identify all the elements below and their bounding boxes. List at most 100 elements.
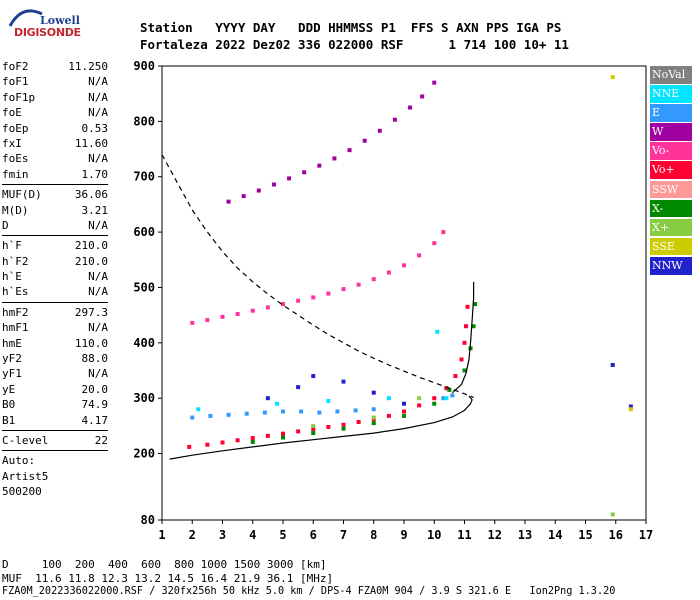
- data-point-vo: [464, 324, 469, 329]
- data-point-vo: [281, 302, 285, 307]
- data-point-x: [311, 423, 316, 428]
- param-name: MUF(D): [2, 188, 42, 202]
- data-point-w: [420, 94, 425, 99]
- legend-item-voplus: Vo+: [650, 161, 692, 180]
- legend-item-nnw: NNW: [650, 256, 692, 275]
- x-tick-label: 12: [488, 528, 502, 542]
- param-row: h`F2 210.0: [2, 254, 108, 269]
- data-point-nnw: [371, 390, 376, 395]
- panel-divider: [2, 235, 108, 237]
- data-point-nne: [326, 398, 331, 403]
- param-value: N/A: [88, 367, 108, 381]
- data-point-w: [432, 80, 437, 85]
- param-row: foEs N/A: [2, 151, 108, 166]
- data-point-nnw: [296, 385, 301, 390]
- data-point-vo: [187, 444, 192, 449]
- panel-divider: [2, 429, 108, 431]
- data-point-vo: [250, 436, 255, 441]
- param-row: h`E N/A: [2, 269, 108, 284]
- param-value: N/A: [88, 90, 108, 104]
- param-value: 3.21: [81, 203, 109, 217]
- data-point-x: [250, 439, 255, 444]
- param-value: 11.60: [74, 136, 108, 150]
- param-name: hmF1: [2, 321, 29, 335]
- param-name: hmE: [2, 336, 22, 350]
- param-name: foF2: [2, 60, 29, 73]
- data-point-nne: [274, 401, 279, 406]
- x-tick-label: 4: [249, 528, 256, 542]
- data-point-vo: [190, 320, 195, 325]
- data-point-vo: [265, 305, 270, 310]
- logo-lowell-text: Lowell: [40, 14, 80, 27]
- data-point-x: [471, 324, 476, 329]
- data-point-vo: [441, 230, 446, 235]
- param-name: D: [2, 218, 9, 232]
- data-point-e: [208, 413, 213, 418]
- x-tick-label: 13: [518, 528, 532, 542]
- param-name: foEp: [2, 121, 29, 135]
- data-point-x: [371, 421, 376, 426]
- data-point-w: [226, 199, 231, 204]
- data-point-vo: [296, 298, 301, 303]
- legend-item-xplus: X+: [650, 218, 692, 237]
- logo-arc-icon: [8, 9, 43, 27]
- param-value: N/A: [88, 75, 108, 89]
- panel-divider: [2, 450, 108, 452]
- data-point-vo: [417, 253, 422, 258]
- x-tick-label: 16: [609, 528, 623, 542]
- param-row: fxI 11.60: [2, 136, 108, 151]
- footer-muf-row: MUF 11.6 11.8 12.3 13.2 14.5 16.4 21.9 3…: [2, 572, 334, 585]
- param-row: B1 4.17: [2, 413, 108, 428]
- curve-profile: [451, 281, 475, 394]
- data-point-nnw: [341, 379, 346, 384]
- x-tick-label: 17: [639, 528, 653, 542]
- data-point-w: [392, 117, 397, 122]
- param-value: N/A: [88, 285, 108, 299]
- legend-item-xminus: X-: [650, 199, 692, 218]
- param-name: B1: [2, 413, 16, 427]
- param-value: 1.70: [81, 167, 109, 181]
- legend-item-noval: NoVal: [650, 66, 692, 84]
- panel-note: Artist5: [2, 469, 49, 483]
- header-values: Fortaleza 2022 Dez02 336 022000 RSF 1 71…: [140, 37, 569, 52]
- data-point-e: [317, 410, 322, 415]
- data-point-x: [281, 435, 285, 440]
- param-value: 0.53: [81, 121, 109, 135]
- param-value: N/A: [88, 106, 108, 120]
- data-point-e: [190, 415, 195, 420]
- data-point-x: [417, 396, 422, 401]
- data-point-vo: [462, 340, 467, 345]
- data-point-vo: [417, 403, 422, 408]
- data-point-e: [335, 409, 340, 414]
- param-name: h`E: [2, 270, 22, 284]
- data-point-vo: [402, 409, 406, 414]
- param-row: M(D) 3.21: [2, 203, 108, 218]
- data-point-e: [450, 393, 455, 398]
- legend-item-w: W: [650, 123, 692, 141]
- x-tick-label: 14: [548, 528, 562, 542]
- data-point-nne: [444, 396, 449, 401]
- data-point-vo: [235, 312, 240, 317]
- param-name: foEs: [2, 152, 29, 166]
- data-point-w: [256, 188, 261, 193]
- x-tick-label: 11: [457, 528, 471, 542]
- param-name: h`Es: [2, 285, 29, 299]
- param-value: N/A: [88, 218, 108, 232]
- param-value: N/A: [88, 152, 108, 166]
- data-point-vo: [311, 427, 316, 432]
- data-point-vo: [432, 241, 437, 246]
- data-point-sse: [610, 75, 615, 80]
- data-point-vo: [220, 440, 225, 445]
- data-point-vo: [220, 314, 225, 319]
- x-tick-label: 2: [189, 528, 196, 542]
- data-point-x: [447, 387, 452, 392]
- param-row: yE 20.0: [2, 382, 108, 397]
- panel-divider: [2, 301, 108, 303]
- param-value: 74.9: [81, 398, 109, 412]
- param-row: h`Es N/A: [2, 284, 108, 299]
- data-point-vo: [281, 431, 285, 436]
- param-row: foE N/A: [2, 105, 108, 120]
- param-name: M(D): [2, 203, 29, 217]
- data-point-w: [271, 182, 276, 187]
- param-name: foE: [2, 106, 22, 120]
